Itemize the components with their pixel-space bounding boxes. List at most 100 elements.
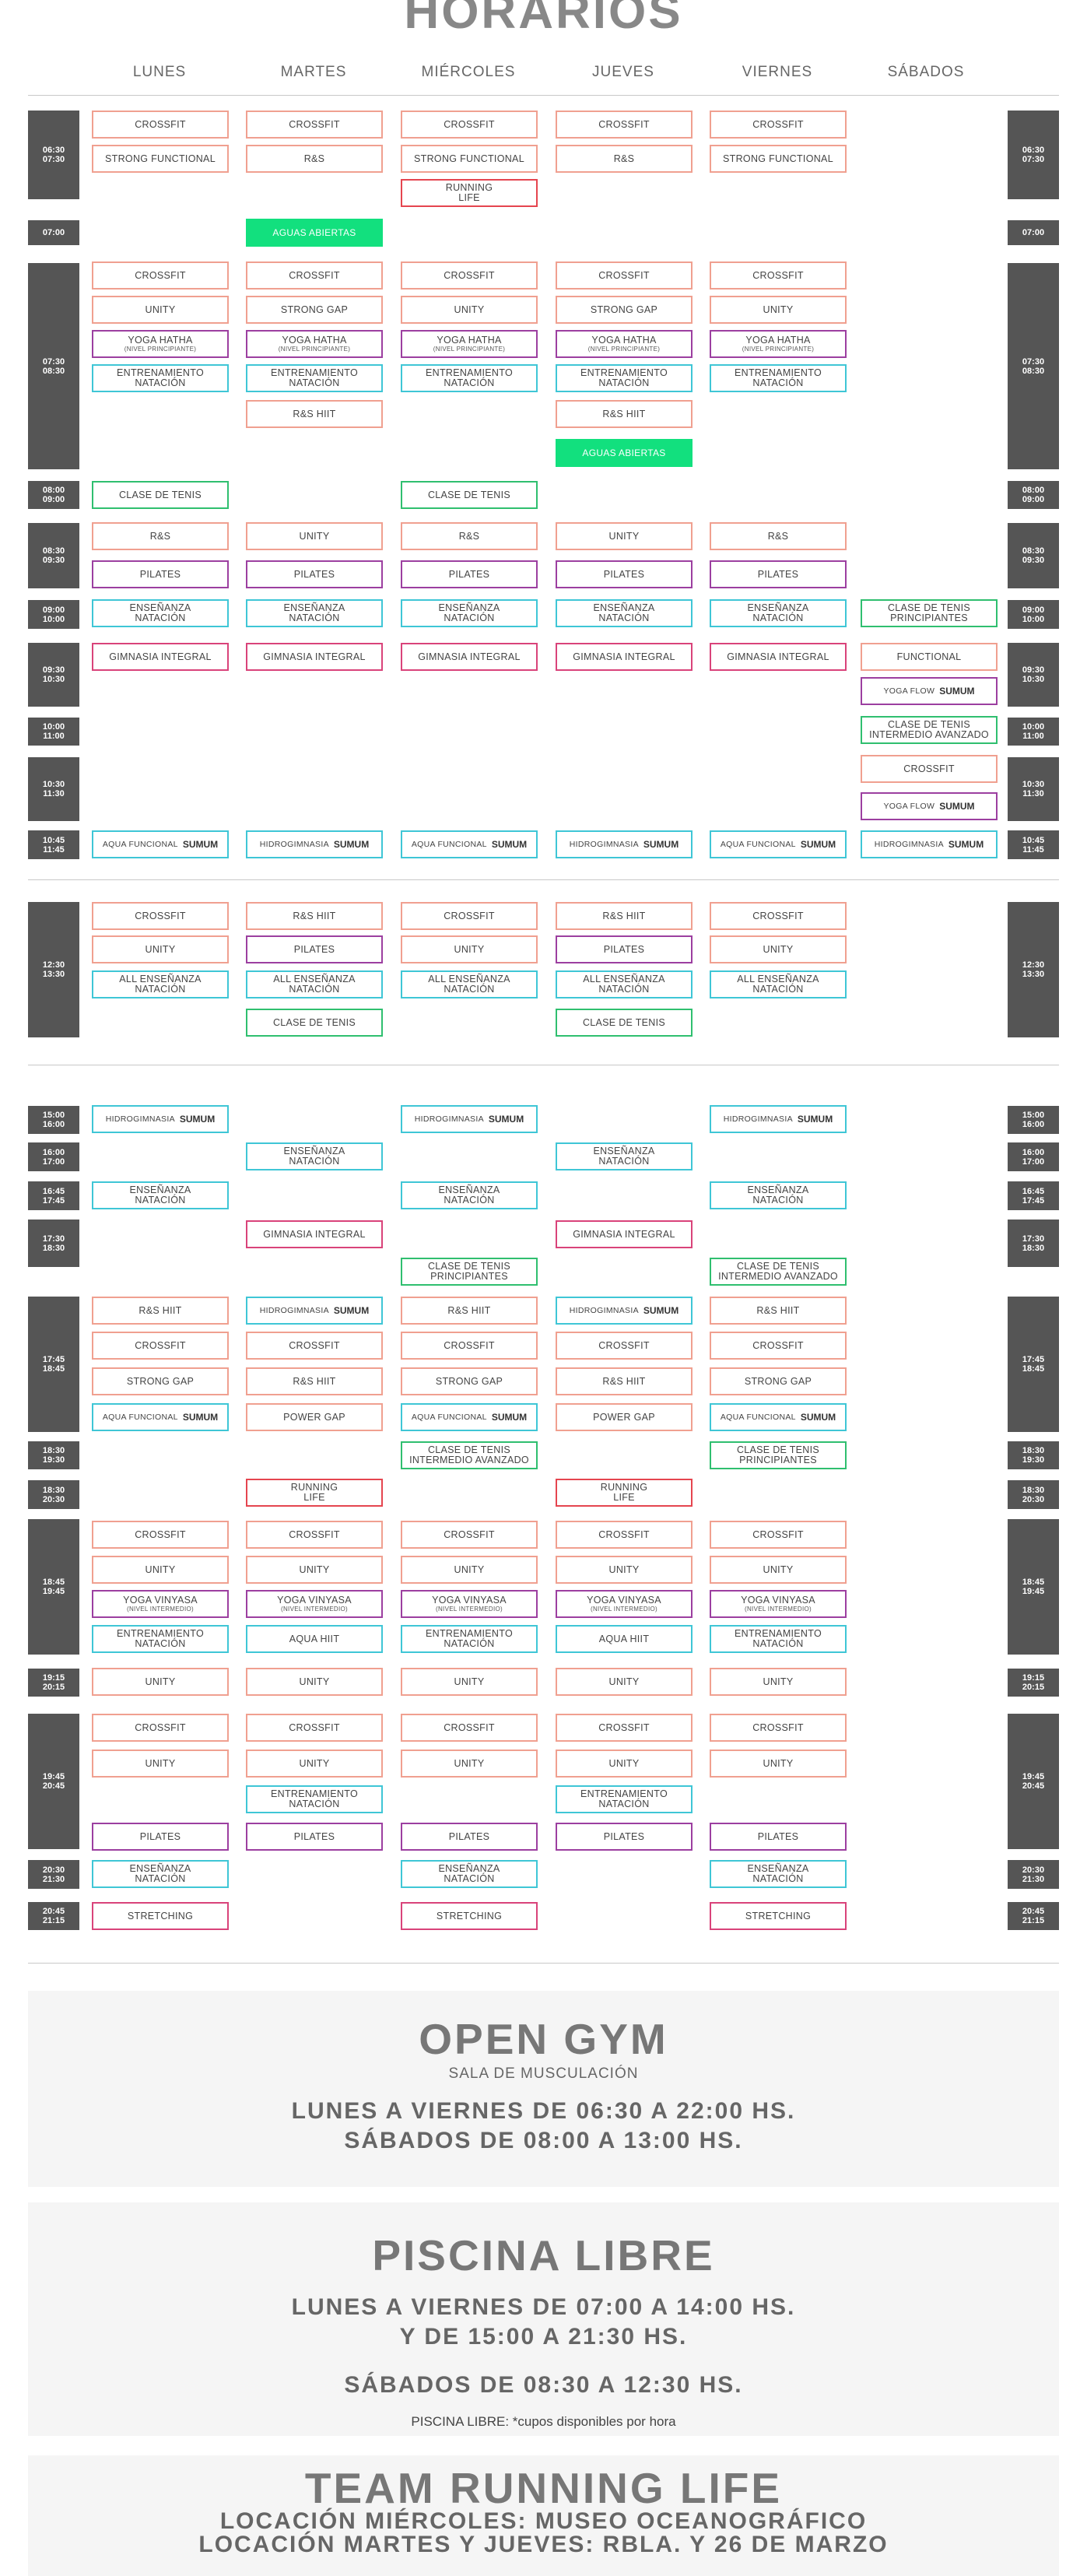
class-crossfit[interactable]: CROSSFIT (246, 1332, 383, 1360)
class-stretching[interactable]: STRETCHING (710, 1902, 847, 1930)
class-yoga-hatha[interactable]: YOGA HATHA (NIVEL PRINCIPIANTE) (401, 330, 538, 358)
class-pilates[interactable]: PILATES (401, 1823, 538, 1851)
class-pilates[interactable]: PILATES (710, 560, 847, 588)
class-all-enseñanza-natación[interactable]: ALL ENSEÑANZA NATACIÓN (556, 970, 693, 998)
class-r-s-hiit[interactable]: R&S HIIT (401, 1297, 538, 1325)
class-clase-de-tenis-principiantes[interactable]: CLASE DE TENIS PRINCIPIANTES (401, 1258, 538, 1286)
class-yoga-vinyasa[interactable]: YOGA VINYASA (NIVEL INTERMEDIO) (401, 1590, 538, 1618)
class-yoga-vinyasa[interactable]: YOGA VINYASA (NIVEL INTERMEDIO) (92, 1590, 229, 1618)
class-enseñanza-natación[interactable]: ENSEÑANZA NATACIÓN (92, 1860, 229, 1888)
class-entrenamiento-natación[interactable]: ENTRENAMIENTO NATACIÓN (710, 364, 847, 392)
class-enseñanza-natación[interactable]: ENSEÑANZA NATACIÓN (556, 599, 693, 627)
class-hidrogimnasia[interactable]: HIDROGIMNASIA SUMUM (861, 830, 998, 858)
class-entrenamiento-natación[interactable]: ENTRENAMIENTO NATACIÓN (92, 364, 229, 392)
class-unity[interactable]: UNITY (401, 935, 538, 963)
class-r-s[interactable]: R&S (246, 145, 383, 173)
class-enseñanza-natación[interactable]: ENSEÑANZA NATACIÓN (710, 1181, 847, 1209)
class-entrenamiento-natación[interactable]: ENTRENAMIENTO NATACIÓN (92, 1625, 229, 1653)
class-r-s-hiit[interactable]: R&S HIIT (92, 1297, 229, 1325)
class-strong-functional[interactable]: STRONG FUNCTIONAL (710, 145, 847, 173)
class-power-gap[interactable]: POWER GAP (246, 1403, 383, 1431)
class-yoga-hatha[interactable]: YOGA HATHA (NIVEL PRINCIPIANTE) (92, 330, 229, 358)
class-all-enseñanza-natación[interactable]: ALL ENSEÑANZA NATACIÓN (246, 970, 383, 998)
class-r-s-hiit[interactable]: R&S HIIT (246, 902, 383, 930)
class-aqua-hiit[interactable]: AQUA HIIT (246, 1625, 383, 1653)
class-aqua-funcional[interactable]: AQUA FUNCIONAL SUMUM (401, 830, 538, 858)
class-hidrogimnasia[interactable]: HIDROGIMNASIA SUMUM (556, 830, 693, 858)
class-entrenamiento-natación[interactable]: ENTRENAMIENTO NATACIÓN (246, 1785, 383, 1813)
class-pilates[interactable]: PILATES (710, 1823, 847, 1851)
class-r-s-hiit[interactable]: R&S HIIT (246, 1367, 383, 1395)
class-pilates[interactable]: PILATES (92, 560, 229, 588)
class-clase-de-tenis-intermedio-avanzado[interactable]: CLASE DE TENIS INTERMEDIO AVANZADO (401, 1441, 538, 1469)
class-yoga-vinyasa[interactable]: YOGA VINYASA (NIVEL INTERMEDIO) (710, 1590, 847, 1618)
class-hidrogimnasia[interactable]: HIDROGIMNASIA SUMUM (246, 830, 383, 858)
class-unity[interactable]: UNITY (92, 1668, 229, 1696)
class-gimnasia-integral[interactable]: GIMNASIA INTEGRAL (556, 1220, 693, 1248)
class-r-s-hiit[interactable]: R&S HIIT (710, 1297, 847, 1325)
class-gimnasia-integral[interactable]: GIMNASIA INTEGRAL (92, 643, 229, 671)
class-stretching[interactable]: STRETCHING (92, 1902, 229, 1930)
class-pilates[interactable]: PILATES (246, 560, 383, 588)
class-r-s-hiit[interactable]: R&S HIIT (556, 902, 693, 930)
class-clase-de-tenis[interactable]: CLASE DE TENIS (556, 1009, 693, 1037)
class-crossfit[interactable]: CROSSFIT (401, 1332, 538, 1360)
class-unity[interactable]: UNITY (246, 1556, 383, 1584)
class-unity[interactable]: UNITY (401, 1556, 538, 1584)
class-hidrogimnasia[interactable]: HIDROGIMNASIA SUMUM (710, 1105, 847, 1133)
class-unity[interactable]: UNITY (92, 1556, 229, 1584)
class-pilates[interactable]: PILATES (246, 935, 383, 963)
class-crossfit[interactable]: CROSSFIT (401, 111, 538, 139)
class-crossfit[interactable]: CROSSFIT (710, 111, 847, 139)
class-strong-gap[interactable]: STRONG GAP (92, 1367, 229, 1395)
class-clase-de-tenis-intermedio-avanzado[interactable]: CLASE DE TENIS INTERMEDIO AVANZADO (861, 716, 998, 744)
class-unity[interactable]: UNITY (401, 296, 538, 324)
class-aguas-abiertas[interactable]: AGUAS ABIERTAS (246, 219, 383, 247)
class-unity[interactable]: UNITY (556, 1668, 693, 1696)
class-gimnasia-integral[interactable]: GIMNASIA INTEGRAL (401, 643, 538, 671)
class-unity[interactable]: UNITY (92, 935, 229, 963)
class-yoga-flow[interactable]: YOGA FLOW SUMUM (861, 677, 998, 705)
class-pilates[interactable]: PILATES (556, 560, 693, 588)
class-crossfit[interactable]: CROSSFIT (556, 1521, 693, 1549)
class-aqua-funcional[interactable]: AQUA FUNCIONAL SUMUM (401, 1403, 538, 1431)
class-enseñanza-natación[interactable]: ENSEÑANZA NATACIÓN (246, 1142, 383, 1170)
class-enseñanza-natación[interactable]: ENSEÑANZA NATACIÓN (246, 599, 383, 627)
class-clase-de-tenis[interactable]: CLASE DE TENIS (401, 481, 538, 509)
class-hidrogimnasia[interactable]: HIDROGIMNASIA SUMUM (246, 1297, 383, 1325)
class-r-s[interactable]: R&S (710, 522, 847, 550)
class-r-s-hiit[interactable]: R&S HIIT (556, 1367, 693, 1395)
class-unity[interactable]: UNITY (556, 522, 693, 550)
class-enseñanza-natación[interactable]: ENSEÑANZA NATACIÓN (710, 599, 847, 627)
class-unity[interactable]: UNITY (556, 1556, 693, 1584)
class-crossfit[interactable]: CROSSFIT (92, 1714, 229, 1742)
class-stretching[interactable]: STRETCHING (401, 1902, 538, 1930)
class-running-life[interactable]: RUNNING LIFE (246, 1479, 383, 1507)
class-enseñanza-natación[interactable]: ENSEÑANZA NATACIÓN (556, 1142, 693, 1170)
class-gimnasia-integral[interactable]: GIMNASIA INTEGRAL (246, 643, 383, 671)
class-r-s[interactable]: R&S (401, 522, 538, 550)
class-aqua-funcional[interactable]: AQUA FUNCIONAL SUMUM (710, 1403, 847, 1431)
class-unity[interactable]: UNITY (556, 1750, 693, 1778)
class-crossfit[interactable]: CROSSFIT (92, 1332, 229, 1360)
class-unity[interactable]: UNITY (92, 296, 229, 324)
class-pilates[interactable]: PILATES (92, 1823, 229, 1851)
class-hidrogimnasia[interactable]: HIDROGIMNASIA SUMUM (556, 1297, 693, 1325)
class-crossfit[interactable]: CROSSFIT (246, 1521, 383, 1549)
class-yoga-flow[interactable]: YOGA FLOW SUMUM (861, 792, 998, 820)
class-pilates[interactable]: PILATES (556, 1823, 693, 1851)
class-yoga-vinyasa[interactable]: YOGA VINYASA (NIVEL INTERMEDIO) (556, 1590, 693, 1618)
class-aqua-hiit[interactable]: AQUA HIIT (556, 1625, 693, 1653)
class-functional[interactable]: FUNCTIONAL (861, 643, 998, 671)
class-r-s-hiit[interactable]: R&S HIIT (246, 400, 383, 428)
class-aqua-funcional[interactable]: AQUA FUNCIONAL SUMUM (92, 830, 229, 858)
class-running-life[interactable]: RUNNING LIFE (401, 179, 538, 207)
class-pilates[interactable]: PILATES (556, 935, 693, 963)
class-aqua-funcional[interactable]: AQUA FUNCIONAL SUMUM (710, 830, 847, 858)
class-entrenamiento-natación[interactable]: ENTRENAMIENTO NATACIÓN (401, 1625, 538, 1653)
class-gimnasia-integral[interactable]: GIMNASIA INTEGRAL (556, 643, 693, 671)
class-crossfit[interactable]: CROSSFIT (710, 1714, 847, 1742)
class-hidrogimnasia[interactable]: HIDROGIMNASIA SUMUM (401, 1105, 538, 1133)
class-unity[interactable]: UNITY (710, 1750, 847, 1778)
class-strong-gap[interactable]: STRONG GAP (246, 296, 383, 324)
